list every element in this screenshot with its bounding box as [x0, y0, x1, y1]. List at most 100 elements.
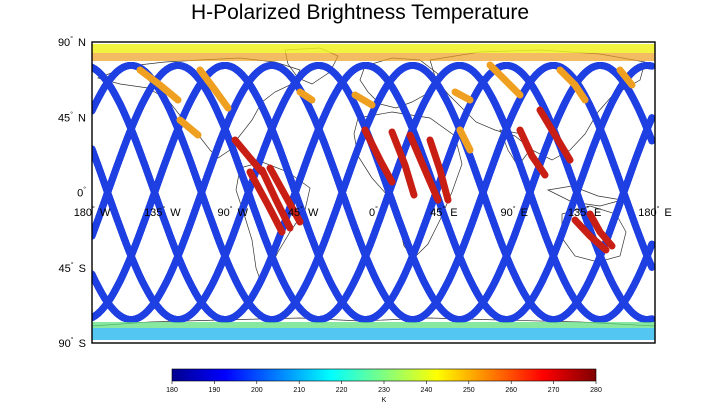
latitude-label: 45° N	[58, 110, 86, 124]
degree-symbol: °	[70, 35, 73, 43]
longitude-hemisphere: E	[591, 207, 601, 219]
longitude-degree: 180	[74, 207, 92, 219]
land-swath-warm	[616, 66, 636, 89]
latitude-degree: 45	[59, 263, 71, 275]
orbit-swath	[92, 189, 159, 322]
orbit-swath	[92, 62, 440, 323]
antarctic-band-ice	[92, 328, 655, 340]
degree-symbol: °	[70, 110, 73, 118]
latitude-degree: 90	[59, 338, 71, 350]
land-swath-warm	[456, 126, 474, 154]
polar-bands	[92, 44, 655, 340]
land-swath-warm	[176, 116, 202, 139]
colorbar-tick-label: 240	[421, 387, 433, 394]
longitude-degree: 90	[217, 207, 229, 219]
degree-symbol: °	[586, 205, 589, 213]
latitude-degree: 90	[58, 37, 70, 49]
land-swath-warm	[351, 91, 376, 109]
degree-symbol: °	[442, 205, 445, 213]
longitude-degree: 90	[501, 207, 513, 219]
latitude-label: 90° S	[59, 336, 86, 350]
colorbar: 180 190 200 210 220 230 240 250 260 270 280 K	[166, 368, 602, 404]
degree-symbol: °	[92, 205, 95, 213]
longitude-hemisphere: W	[235, 207, 249, 219]
degree-symbol: °	[513, 205, 516, 213]
longitude-label: 45° W	[288, 205, 319, 219]
australia-outline	[561, 205, 627, 263]
longitude-hemisphere: E	[447, 207, 457, 219]
colorbar-tick-label: 180	[166, 387, 178, 394]
latitude-labels: 90° N45° N0°45° S90° S	[58, 35, 86, 350]
land-swath-warm	[451, 88, 474, 104]
longitude-degree: 45	[288, 207, 300, 219]
colorbar-tick-label: 260	[505, 387, 517, 394]
land-swath-warm	[486, 61, 524, 99]
land-swath-hot	[361, 126, 396, 186]
latitude-hemisphere: S	[76, 338, 86, 350]
orbit-swath	[92, 189, 205, 323]
longitude-label: 90° E	[501, 205, 528, 219]
latitude-hemisphere: N	[75, 37, 86, 49]
longitude-label: 135° E	[568, 205, 602, 219]
orbit-swath	[151, 62, 655, 323]
land-swath-hot	[536, 106, 574, 164]
colorbar-tick-label: 280	[590, 387, 602, 394]
map-title: H-Polarized Brightness Temperature	[190, 1, 530, 24]
latitude-label: 0°	[77, 186, 86, 200]
colorbar-tick-label: 200	[251, 387, 263, 394]
colorbar-tick-label: 230	[378, 387, 390, 394]
colorbar-ticks: 180 190 200 210 220 230 240 250 260 270 280	[166, 381, 602, 394]
land-swath-hot	[426, 136, 452, 204]
longitude-label: 180° W	[74, 205, 111, 219]
africa-outline	[353, 111, 463, 259]
degree-symbol: °	[83, 186, 86, 194]
land-swath-hot	[388, 128, 418, 199]
longitude-hemisphere: W	[167, 207, 181, 219]
longitude-degree: 45	[430, 207, 442, 219]
land-swath-hot	[406, 131, 442, 204]
map-frame	[91, 41, 656, 344]
colorbar-gradient	[171, 368, 597, 382]
orbit-swath	[92, 62, 393, 323]
longitude-hemisphere: E	[661, 207, 671, 219]
land-swath-warm	[196, 66, 232, 112]
land-swath-hot	[516, 126, 549, 179]
longitude-degree: 135	[144, 207, 162, 219]
orbit-swath	[432, 62, 655, 323]
longitude-label: 180° E	[638, 205, 672, 219]
map-frame-bg	[92, 42, 655, 343]
degree-symbol: °	[162, 205, 165, 213]
latitude-hemisphere: S	[76, 263, 86, 275]
longitude-labels: 180° W 135° W 90° W 45° W 0° 45° E 90° E 135° E…	[74, 205, 672, 219]
arctic-band-warm	[92, 53, 655, 61]
degree-symbol: °	[375, 205, 378, 213]
colorbar-tick-label: 190	[209, 387, 221, 394]
longitude-degree: 180	[638, 207, 656, 219]
arctic-band-tundra	[92, 44, 655, 53]
longitude-label: 90° W	[217, 205, 248, 219]
latitude-label: 90° N	[58, 35, 86, 49]
land-swath-warm	[296, 88, 316, 104]
satellite-swaths	[92, 61, 655, 323]
longitude-degree: 135	[568, 207, 586, 219]
degree-symbol: °	[71, 261, 74, 269]
land-swath-hot	[231, 136, 266, 176]
degree-symbol: °	[300, 205, 303, 213]
longitude-label: 0°	[369, 205, 378, 219]
degree-symbol: °	[230, 205, 233, 213]
latitude-label: 45° S	[59, 261, 86, 275]
land-swath-hot	[586, 210, 616, 250]
colorbar-tick-label: 210	[293, 387, 305, 394]
longitude-label: 45° E	[430, 205, 457, 219]
colorbar-unit: K	[382, 397, 387, 404]
land-swath-hot	[246, 168, 286, 236]
antarctic-band-coast	[92, 322, 655, 328]
colorbar-tick-label: 250	[463, 387, 475, 394]
land-swath-hot	[258, 166, 294, 232]
land-swath-warm	[136, 66, 182, 104]
longitude-hemisphere: E	[518, 207, 528, 219]
land-swath-warm	[556, 66, 589, 104]
land-swath-hot	[266, 164, 304, 226]
longitude-label: 135° W	[144, 205, 181, 219]
